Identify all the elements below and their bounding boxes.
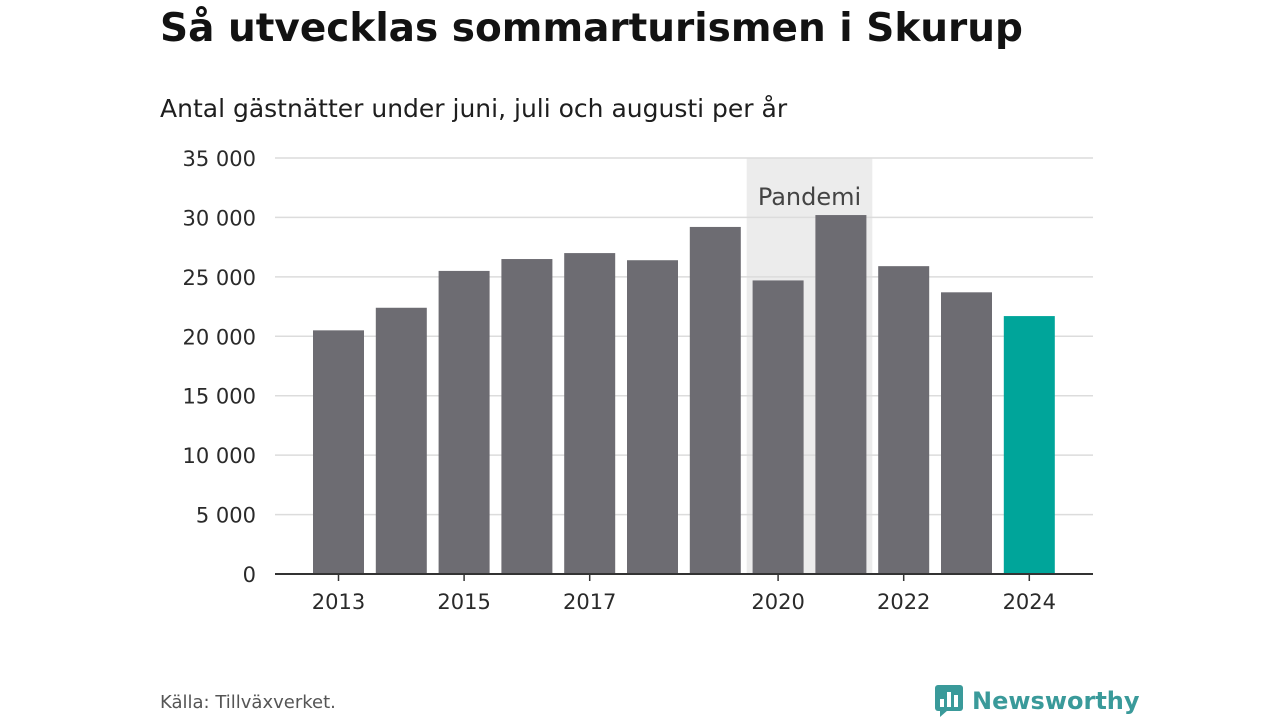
x-tick-label: 2017	[563, 590, 616, 614]
tick-labels: 0 5 000 10 000 15 000 20 000 25 000 30 000 35 0…	[183, 147, 1057, 614]
x-tick-label: 2022	[877, 590, 930, 614]
brand-logo: Newsworthy	[934, 684, 1140, 718]
source-note: Källa: Tillväxverket.	[160, 692, 336, 713]
y-tick-label: 30 000	[183, 206, 256, 230]
bar-2017	[564, 253, 616, 575]
bar-chart-speech-bubble-icon	[935, 685, 963, 717]
x-tick-label: 2015	[437, 590, 490, 614]
bars	[313, 215, 1055, 575]
chart-subtitle: Antal gästnätter under juni, juli och au…	[160, 94, 788, 123]
x-tick-label: 2024	[1003, 590, 1056, 614]
chart-title: Så utvecklas sommarturismen i Skurup	[160, 6, 1023, 51]
bar-2013	[313, 330, 364, 574]
y-tick-label: 10 000	[183, 444, 256, 468]
axes	[275, 573, 1093, 581]
y-tick-label: 20 000	[183, 325, 256, 349]
pandemic-label: Pandemi	[758, 183, 861, 211]
bar-2020	[752, 280, 804, 574]
x-tick-label: 2020	[751, 590, 804, 614]
bar-2018	[627, 260, 678, 574]
y-tick-label: 35 000	[183, 147, 256, 171]
bar-2021	[815, 215, 867, 574]
bar-2024	[1003, 316, 1055, 574]
brand-name: Newsworthy	[972, 687, 1140, 715]
bar-2014	[375, 307, 427, 574]
y-tick-label: 0	[243, 563, 256, 587]
bar-2022	[878, 266, 930, 574]
bar-2016	[501, 259, 553, 574]
y-tick-label: 5 000	[196, 504, 256, 528]
y-tick-label: 15 000	[183, 385, 256, 409]
bar-2023	[941, 292, 992, 574]
x-tick-label: 2013	[312, 590, 365, 614]
bar-2015	[438, 270, 490, 574]
bar-2019	[689, 226, 741, 575]
y-tick-label: 25 000	[183, 266, 256, 290]
